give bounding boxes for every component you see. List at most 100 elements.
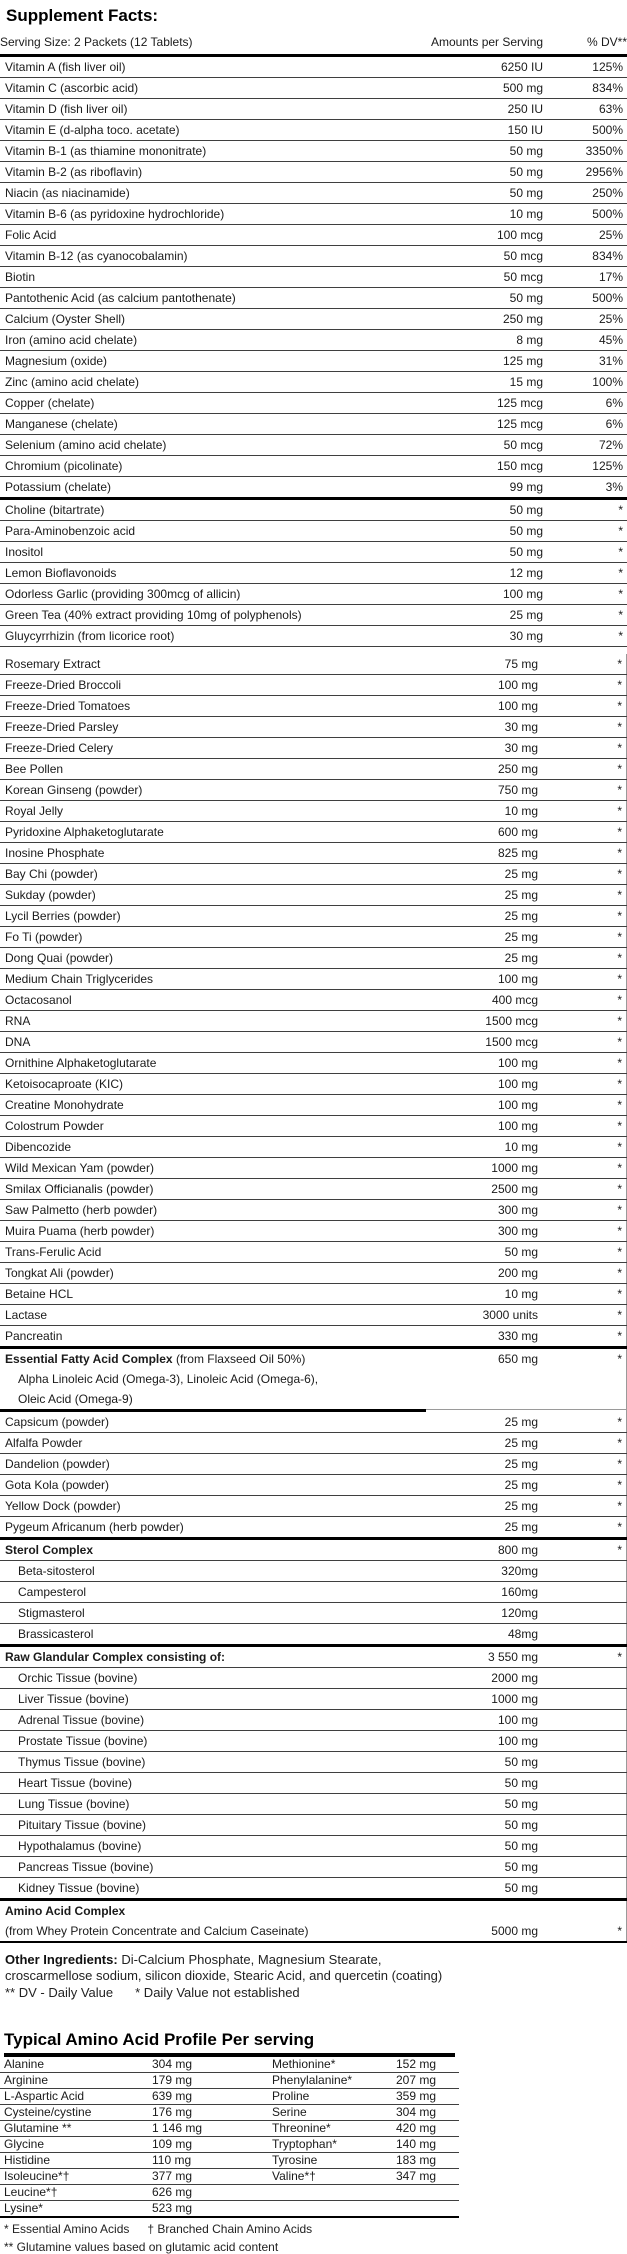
- ingredient-name: Alpha Linoleic Acid (Omega-3), Linoleic …: [18, 1372, 319, 1386]
- supplement-row: Zinc (amino acid chelate) 15 mg 100%: [0, 371, 627, 393]
- ingredient-amount: 75 mg: [426, 654, 538, 675]
- amino-name: Leucine*†: [0, 2184, 152, 2201]
- amino-amount: 140 mg: [396, 2136, 459, 2153]
- amino-amount: 207 mg: [396, 2072, 459, 2089]
- dv-column-header: % DV**: [543, 33, 627, 57]
- ingredient-name: Lung Tissue (bovine): [0, 1793, 426, 1815]
- supplement-row: Vitamin E (d-alpha toco. acetate) 150 IU 5…: [0, 119, 627, 141]
- supplement-row: Magnesium (oxide) 125 mg 31%: [0, 350, 627, 372]
- ingredient-amount: 25 mg: [426, 926, 538, 948]
- ingredient-name: Ornithine Alphaketoglutarate: [0, 1052, 426, 1074]
- ingredient-name: Prostate Tissue (bovine): [0, 1730, 426, 1752]
- ingredient-dv: [538, 1602, 627, 1624]
- ingredient-amount: 30 mg: [431, 625, 543, 647]
- ingredient-dv: [538, 1772, 627, 1794]
- ingredient-name: Pancreas Tissue (bovine): [0, 1856, 426, 1878]
- ingredient-name: Ketoisocaproate (KIC): [0, 1073, 426, 1095]
- ingredient-name: Vitamin D (fish liver oil): [0, 98, 431, 120]
- supplement-row: Selenium (amino acid chelate) 50 mcg 72%: [0, 434, 627, 456]
- ingredient-dv: *: [538, 1325, 627, 1349]
- ingredient-name: Vitamin B-1 (as thiamine mononitrate): [0, 140, 431, 162]
- ingredient-name: Yellow Dock (powder): [0, 1495, 426, 1517]
- ingredient-name: Wild Mexican Yam (powder): [0, 1157, 426, 1179]
- ingredient-amount: 5000 mg: [426, 1921, 538, 1943]
- amino-name: Valine*†: [272, 2168, 396, 2185]
- ingredient-dv: *: [538, 821, 627, 843]
- ingredient-amount: 825 mg: [426, 842, 538, 864]
- ingredient-amount: 750 mg: [426, 779, 538, 801]
- ingredient-amount: 600 mg: [426, 821, 538, 843]
- amino-amount: 359 mg: [396, 2088, 459, 2105]
- supplement-row: (from Whey Protein Concentrate and Calci…: [0, 1921, 627, 1943]
- ingredient-name: Kidney Tissue (bovine): [0, 1877, 426, 1901]
- supplement-row: Rosemary Extract 75 mg *: [0, 654, 627, 675]
- amino-name: Alanine: [0, 2057, 152, 2073]
- ingredient-name: Essential Fatty Acid Complex (from Flaxs…: [5, 1352, 306, 1366]
- ingredient-name: Freeze-Dried Celery: [0, 737, 426, 759]
- ingredient-dv: *: [543, 520, 627, 542]
- ingredient-dv: *: [538, 1921, 627, 1943]
- ingredient-amount: 25 mg: [426, 1516, 538, 1540]
- other-ingredients-line2: croscarmellose sodium, silicon dioxide, …: [5, 1968, 443, 1983]
- ingredient-amount: 50 mg: [426, 1814, 538, 1836]
- ingredient-amount: 100 mg: [431, 583, 543, 605]
- ingredient-dv: 25%: [543, 224, 627, 246]
- ingredient-amount: 1500 mcg: [426, 1010, 538, 1032]
- supplement-row: Lung Tissue (bovine) 50 mg: [0, 1793, 627, 1815]
- ingredient-amount: 100 mg: [426, 695, 538, 717]
- ingredient-amount: 25 mg: [426, 863, 538, 885]
- supplement-row: Freeze-Dried Parsley 30 mg *: [0, 716, 627, 738]
- ingredient-dv: *: [538, 800, 627, 822]
- ingredient-name: Muira Puama (herb powder): [0, 1220, 426, 1242]
- ingredient-dv: 17%: [543, 266, 627, 288]
- amino-amount: 304 mg: [152, 2057, 272, 2073]
- ingredient-amount: [426, 1900, 538, 1922]
- ingredient-dv: *: [538, 1538, 627, 1561]
- ingredient-amount: 50 mcg: [431, 245, 543, 267]
- partial-section-divider: [0, 1409, 627, 1412]
- essential-amino-footnote: * Essential Amino Acids: [4, 2222, 130, 2236]
- ingredient-dv: *: [538, 926, 627, 948]
- ingredient-dv: 500%: [543, 119, 627, 141]
- ingredient-name: Niacin (as niacinamide): [0, 182, 431, 204]
- ingredient-dv: *: [543, 604, 627, 626]
- ingredient-dv: *: [538, 1199, 627, 1221]
- amino-amount: 420 mg: [396, 2120, 459, 2137]
- supplement-row: Vitamin B-12 (as cyanocobalamin) 50 mcg 83…: [0, 245, 627, 267]
- supplement-facts-label: Supplement Facts: Serving Size: 2 Packet…: [0, 6, 627, 2254]
- supplement-row: Lactase 3000 units *: [0, 1304, 627, 1326]
- ingredient-name: Potassium (chelate): [0, 476, 431, 500]
- amino-name: Histidine: [0, 2152, 152, 2169]
- supplement-facts-table-top: Serving Size: 2 Packets (12 Tablets) Amo…: [0, 33, 627, 647]
- amino-amount: 304 mg: [396, 2104, 459, 2121]
- ingredient-amount: 2000 mg: [426, 1667, 538, 1689]
- ingredient-name: Gluycyrrhizin (from licorice root): [0, 625, 431, 647]
- ingredient-name: Royal Jelly: [0, 800, 426, 822]
- ingredient-amount: 99 mg: [431, 476, 543, 500]
- ingredient-amount: 25 mg: [426, 1474, 538, 1496]
- ingredient-dv: *: [538, 695, 627, 717]
- ingredient-amount: 50 mg: [426, 1241, 538, 1263]
- ingredient-amount: 10 mg: [426, 1283, 538, 1305]
- supplement-row: Pantothenic Acid (as calcium pantothenat…: [0, 287, 627, 309]
- supplement-row: Dandelion (powder) 25 mg *: [0, 1453, 627, 1475]
- ingredient-name: Dandelion (powder): [0, 1453, 426, 1475]
- ingredient-amount: 25 mg: [426, 1432, 538, 1454]
- ingredient-dv: [538, 1560, 627, 1582]
- ingredient-amount: 50 mg: [426, 1835, 538, 1857]
- supplement-row: Pyridoxine Alphaketoglutarate 600 mg *: [0, 821, 627, 843]
- amino-row: Arginine 179 mg Phenylalanine* 207 mg: [0, 2072, 459, 2089]
- ingredient-dv: *: [543, 541, 627, 563]
- supplement-row: Essential Fatty Acid Complex (from Flaxs…: [0, 1348, 627, 1370]
- ingredient-name: Copper (chelate): [0, 392, 431, 414]
- ingredient-name: Pancreatin: [0, 1325, 426, 1349]
- ingredient-amount: 1000 mg: [426, 1157, 538, 1179]
- ingredient-amount: 250 mg: [426, 758, 538, 780]
- ingredient-amount: 50 mcg: [431, 434, 543, 456]
- ingredient-dv: [538, 1730, 627, 1752]
- ingredient-name: Pantothenic Acid (as calcium pantothenat…: [0, 287, 431, 309]
- ingredient-amount: 250 mg: [431, 308, 543, 330]
- ingredient-dv: [538, 1709, 627, 1731]
- supplement-row: Niacin (as niacinamide) 50 mg 250%: [0, 182, 627, 204]
- supplement-row: Pituitary Tissue (bovine) 50 mg: [0, 1814, 627, 1836]
